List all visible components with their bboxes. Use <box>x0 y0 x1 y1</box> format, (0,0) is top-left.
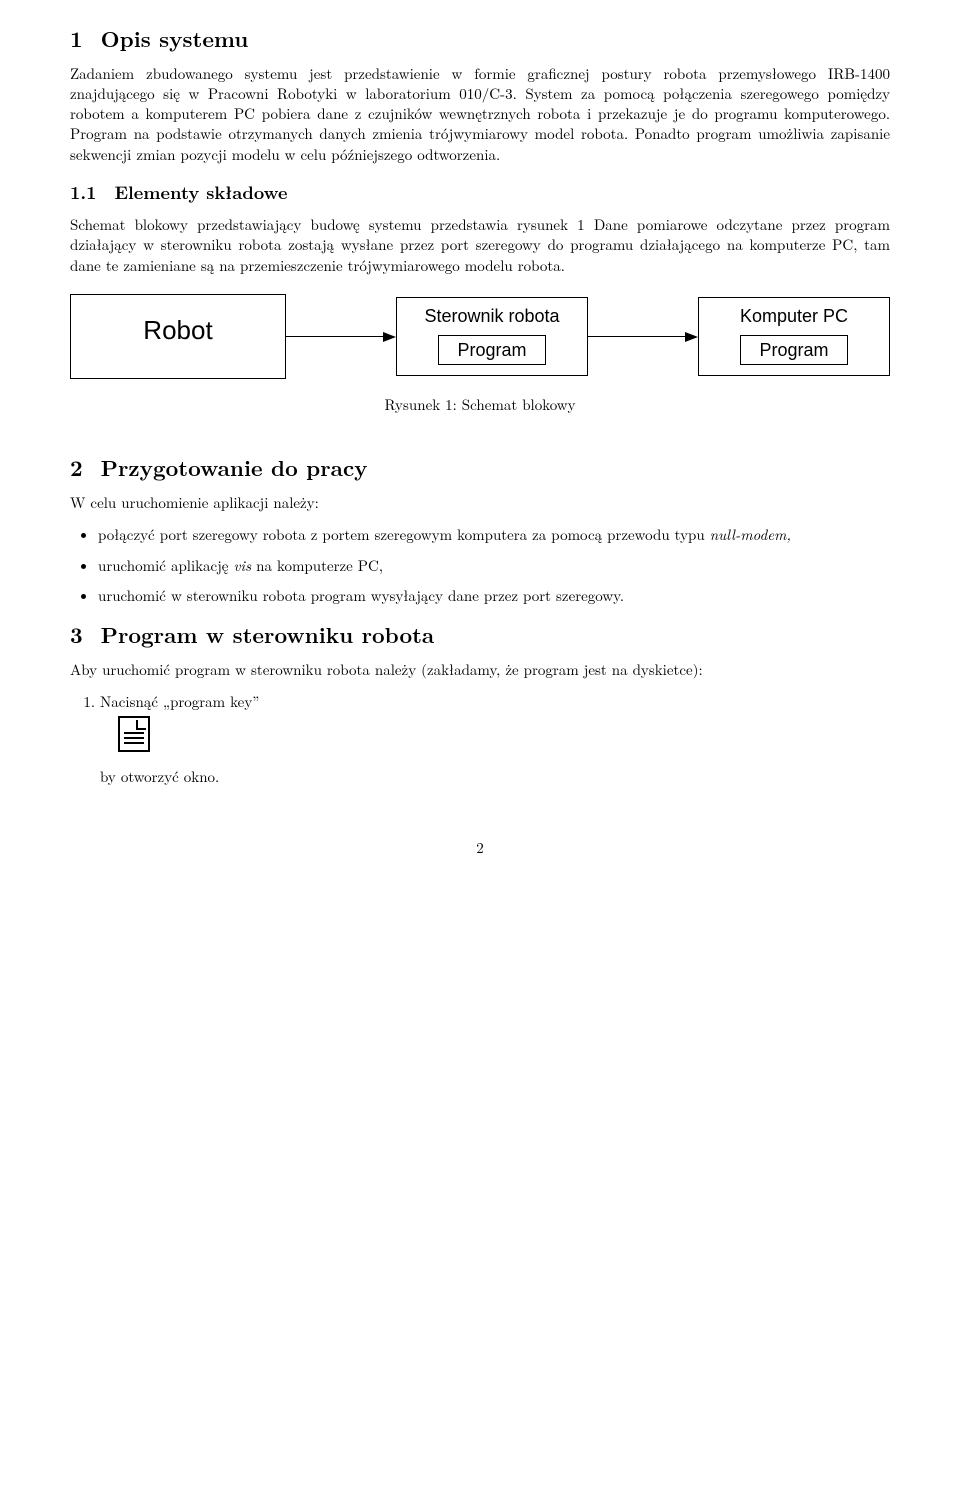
section-1-1-paragraph: Schemat blokowy przedstawiający budowę s… <box>70 215 890 276</box>
block-controller: Sterownik robota Program <box>396 297 588 376</box>
section-2-number: 2 <box>70 452 83 483</box>
block-robot: Robot <box>70 294 286 379</box>
list-item-text: uruchomić w sterowniku robota program wy… <box>98 585 624 606</box>
section-1-paragraph: Zadaniem zbudowanego systemu jest przeds… <box>70 64 890 165</box>
program-key-icon <box>118 716 150 752</box>
list-item-em: vis <box>233 555 251 576</box>
section-1-title: Opis systemu <box>101 23 249 54</box>
arrow-1 <box>286 332 396 342</box>
section-2-list: połączyć port szeregowy robota z portem … <box>70 525 890 606</box>
block-controller-title: Sterownik robota <box>424 304 559 328</box>
list-item-text: połączyć port szeregowy robota z portem … <box>98 524 710 545</box>
list-item: uruchomić w sterowniku robota program wy… <box>98 586 890 606</box>
block-pc: Komputer PC Program <box>698 297 890 376</box>
section-1-number: 1 <box>70 23 83 54</box>
section-2-heading: 2 Przygotowanie do pracy <box>70 453 890 483</box>
list-item-em: null-modem, <box>710 524 791 545</box>
step-1-text: Nacisnąć „program key” <box>100 691 259 712</box>
figure-1: Robot Sterownik robota Program Komputer … <box>70 294 890 441</box>
block-pc-program: Program <box>740 335 847 365</box>
step-1: Nacisnąć „program key” by otworzyć okno. <box>100 692 890 788</box>
section-3-heading: 3 Program w sterowniku robota <box>70 620 890 650</box>
figure-1-caption: Rysunek 1: Schemat blokowy <box>384 395 575 415</box>
arrow-2 <box>588 332 698 342</box>
list-item: uruchomić aplikację vis na komputerze PC… <box>98 556 890 576</box>
page-number: 2 <box>70 838 890 858</box>
section-2-title: Przygotowanie do pracy <box>101 452 368 483</box>
section-3-intro: Aby uruchomić program w sterowniku robot… <box>70 660 890 680</box>
section-1-1-number: 1.1 <box>70 180 96 205</box>
section-3-number: 3 <box>70 619 83 650</box>
list-item: połączyć port szeregowy robota z portem … <box>98 525 890 545</box>
section-3-steps: Nacisnąć „program key” by otworzyć okno. <box>70 692 890 788</box>
section-1-heading: 1 Opis systemu <box>70 24 890 54</box>
block-diagram: Robot Sterownik robota Program Komputer … <box>70 294 890 379</box>
list-item-text: uruchomić aplikację <box>98 555 233 576</box>
section-1-1-heading: 1.1 Elementy składowe <box>70 181 890 205</box>
block-controller-program: Program <box>438 335 545 365</box>
section-3-title: Program w sterowniku robota <box>101 619 435 650</box>
section-2-intro: W celu uruchomienie aplikacji należy: <box>70 493 890 513</box>
list-item-text: na komputerze PC, <box>251 555 383 576</box>
step-1-after: by otworzyć okno. <box>100 767 890 787</box>
block-pc-title: Komputer PC <box>740 304 848 328</box>
section-1-1-title: Elementy składowe <box>114 180 287 205</box>
